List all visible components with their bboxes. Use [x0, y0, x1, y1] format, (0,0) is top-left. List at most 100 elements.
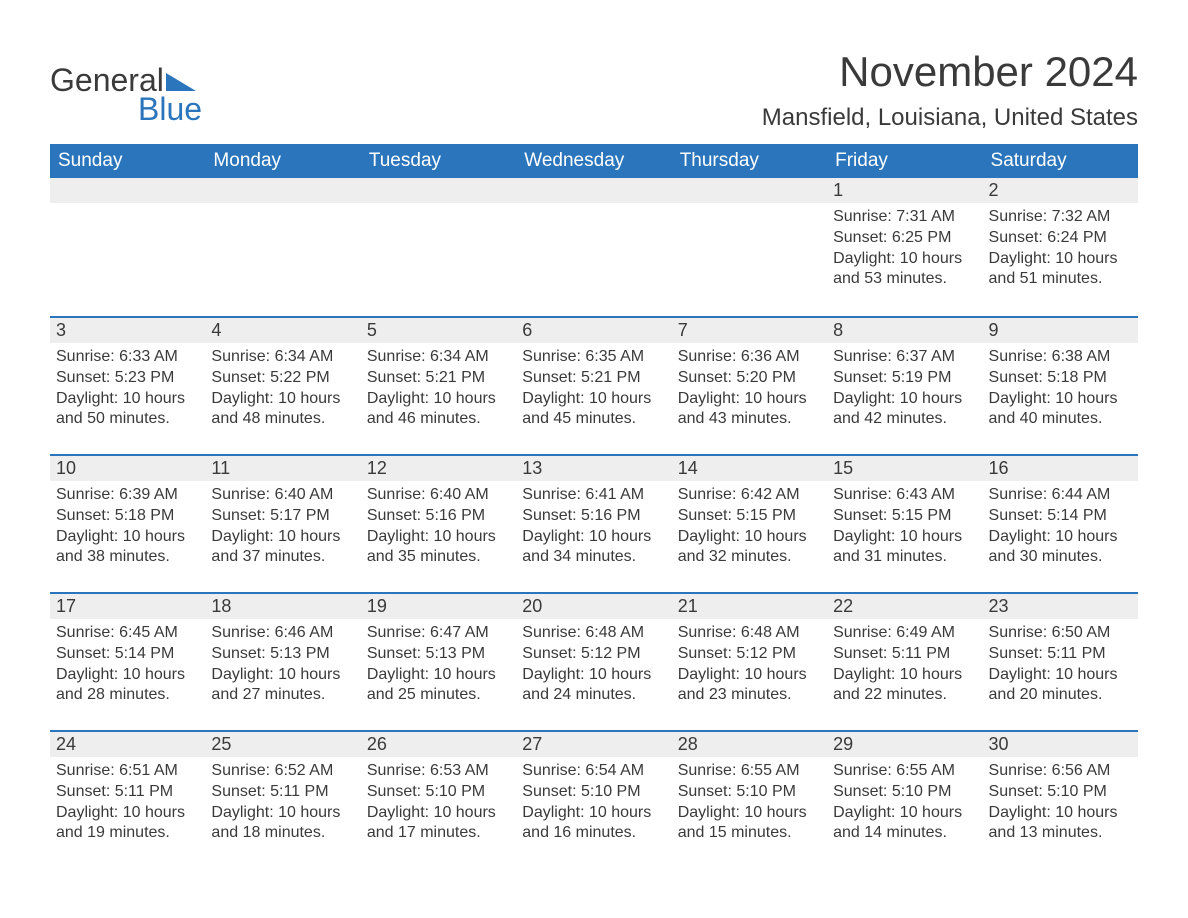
month-title: November 2024 [762, 48, 1138, 96]
calendar-day-cell: 14Sunrise: 6:42 AMSunset: 5:15 PMDayligh… [672, 454, 827, 592]
day-number-empty [205, 178, 360, 203]
sunset-text: Sunset: 5:14 PM [989, 506, 1132, 527]
day-number-empty [672, 178, 827, 203]
day-details: Sunrise: 6:40 AMSunset: 5:17 PMDaylight:… [205, 481, 360, 574]
day-number: 1 [827, 178, 982, 203]
daylight-text: Daylight: 10 hours and 18 minutes. [211, 803, 354, 845]
day-details: Sunrise: 6:41 AMSunset: 5:16 PMDaylight:… [516, 481, 671, 574]
day-number: 5 [361, 316, 516, 343]
sunrise-text: Sunrise: 6:46 AM [211, 623, 354, 644]
calendar-day-cell: 30Sunrise: 6:56 AMSunset: 5:10 PMDayligh… [983, 730, 1138, 868]
day-details: Sunrise: 6:36 AMSunset: 5:20 PMDaylight:… [672, 343, 827, 436]
daylight-text: Daylight: 10 hours and 23 minutes. [678, 665, 821, 707]
sunrise-text: Sunrise: 6:34 AM [367, 347, 510, 368]
calendar-day-cell: 12Sunrise: 6:40 AMSunset: 5:16 PMDayligh… [361, 454, 516, 592]
sunset-text: Sunset: 5:10 PM [833, 782, 976, 803]
daylight-text: Daylight: 10 hours and 28 minutes. [56, 665, 199, 707]
day-number: 18 [205, 592, 360, 619]
day-details: Sunrise: 6:35 AMSunset: 5:21 PMDaylight:… [516, 343, 671, 436]
daylight-text: Daylight: 10 hours and 40 minutes. [989, 389, 1132, 431]
daylight-text: Daylight: 10 hours and 30 minutes. [989, 527, 1132, 569]
daylight-text: Daylight: 10 hours and 51 minutes. [989, 249, 1132, 291]
day-number: 25 [205, 730, 360, 757]
day-header: Friday [827, 144, 982, 178]
day-details: Sunrise: 6:33 AMSunset: 5:23 PMDaylight:… [50, 343, 205, 436]
calendar-day-cell: 2Sunrise: 7:32 AMSunset: 6:24 PMDaylight… [983, 178, 1138, 316]
calendar-day-cell: 7Sunrise: 6:36 AMSunset: 5:20 PMDaylight… [672, 316, 827, 454]
sunset-text: Sunset: 5:10 PM [678, 782, 821, 803]
day-number: 6 [516, 316, 671, 343]
day-details: Sunrise: 6:49 AMSunset: 5:11 PMDaylight:… [827, 619, 982, 712]
daylight-text: Daylight: 10 hours and 20 minutes. [989, 665, 1132, 707]
day-number: 7 [672, 316, 827, 343]
day-details: Sunrise: 6:50 AMSunset: 5:11 PMDaylight:… [983, 619, 1138, 712]
daylight-text: Daylight: 10 hours and 14 minutes. [833, 803, 976, 845]
day-number: 23 [983, 592, 1138, 619]
sunrise-text: Sunrise: 6:42 AM [678, 485, 821, 506]
logo: General Blue [50, 62, 202, 128]
sunset-text: Sunset: 5:12 PM [522, 644, 665, 665]
day-number: 22 [827, 592, 982, 619]
calendar-day-cell: 18Sunrise: 6:46 AMSunset: 5:13 PMDayligh… [205, 592, 360, 730]
calendar-day-cell [361, 178, 516, 316]
sunrise-text: Sunrise: 6:35 AM [522, 347, 665, 368]
sunrise-text: Sunrise: 6:36 AM [678, 347, 821, 368]
daylight-text: Daylight: 10 hours and 24 minutes. [522, 665, 665, 707]
day-details: Sunrise: 6:46 AMSunset: 5:13 PMDaylight:… [205, 619, 360, 712]
day-details: Sunrise: 6:34 AMSunset: 5:21 PMDaylight:… [361, 343, 516, 436]
day-details: Sunrise: 6:51 AMSunset: 5:11 PMDaylight:… [50, 757, 205, 850]
sunrise-text: Sunrise: 6:34 AM [211, 347, 354, 368]
sunset-text: Sunset: 5:10 PM [522, 782, 665, 803]
daylight-text: Daylight: 10 hours and 32 minutes. [678, 527, 821, 569]
day-number: 27 [516, 730, 671, 757]
day-number: 8 [827, 316, 982, 343]
calendar-day-cell: 29Sunrise: 6:55 AMSunset: 5:10 PMDayligh… [827, 730, 982, 868]
sunset-text: Sunset: 5:21 PM [522, 368, 665, 389]
calendar-day-cell: 4Sunrise: 6:34 AMSunset: 5:22 PMDaylight… [205, 316, 360, 454]
day-number: 10 [50, 454, 205, 481]
sunset-text: Sunset: 5:18 PM [56, 506, 199, 527]
calendar-day-cell: 9Sunrise: 6:38 AMSunset: 5:18 PMDaylight… [983, 316, 1138, 454]
calendar-day-cell: 17Sunrise: 6:45 AMSunset: 5:14 PMDayligh… [50, 592, 205, 730]
daylight-text: Daylight: 10 hours and 53 minutes. [833, 249, 976, 291]
daylight-text: Daylight: 10 hours and 46 minutes. [367, 389, 510, 431]
sunset-text: Sunset: 5:10 PM [367, 782, 510, 803]
sunset-text: Sunset: 5:20 PM [678, 368, 821, 389]
day-details: Sunrise: 6:55 AMSunset: 5:10 PMDaylight:… [672, 757, 827, 850]
sunset-text: Sunset: 5:16 PM [522, 506, 665, 527]
daylight-text: Daylight: 10 hours and 31 minutes. [833, 527, 976, 569]
daylight-text: Daylight: 10 hours and 17 minutes. [367, 803, 510, 845]
calendar-day-cell: 27Sunrise: 6:54 AMSunset: 5:10 PMDayligh… [516, 730, 671, 868]
day-details: Sunrise: 6:54 AMSunset: 5:10 PMDaylight:… [516, 757, 671, 850]
sunset-text: Sunset: 5:13 PM [367, 644, 510, 665]
sunrise-text: Sunrise: 6:48 AM [522, 623, 665, 644]
day-details: Sunrise: 6:48 AMSunset: 5:12 PMDaylight:… [516, 619, 671, 712]
daylight-text: Daylight: 10 hours and 38 minutes. [56, 527, 199, 569]
day-number: 24 [50, 730, 205, 757]
header: General Blue November 2024 Mansfield, Lo… [50, 48, 1138, 132]
calendar-day-cell [672, 178, 827, 316]
sunrise-text: Sunrise: 6:45 AM [56, 623, 199, 644]
daylight-text: Daylight: 10 hours and 42 minutes. [833, 389, 976, 431]
day-number: 20 [516, 592, 671, 619]
sunrise-text: Sunrise: 6:38 AM [989, 347, 1132, 368]
sunset-text: Sunset: 5:11 PM [833, 644, 976, 665]
calendar-day-cell: 22Sunrise: 6:49 AMSunset: 5:11 PMDayligh… [827, 592, 982, 730]
day-header: Thursday [672, 144, 827, 178]
day-details: Sunrise: 6:34 AMSunset: 5:22 PMDaylight:… [205, 343, 360, 436]
calendar-day-cell: 11Sunrise: 6:40 AMSunset: 5:17 PMDayligh… [205, 454, 360, 592]
day-header: Sunday [50, 144, 205, 178]
day-details: Sunrise: 6:56 AMSunset: 5:10 PMDaylight:… [983, 757, 1138, 850]
calendar-week: 10Sunrise: 6:39 AMSunset: 5:18 PMDayligh… [50, 454, 1138, 592]
sunset-text: Sunset: 5:23 PM [56, 368, 199, 389]
sunrise-text: Sunrise: 6:40 AM [367, 485, 510, 506]
calendar-week: 24Sunrise: 6:51 AMSunset: 5:11 PMDayligh… [50, 730, 1138, 868]
day-header: Tuesday [361, 144, 516, 178]
sunrise-text: Sunrise: 6:44 AM [989, 485, 1132, 506]
calendar-day-cell: 19Sunrise: 6:47 AMSunset: 5:13 PMDayligh… [361, 592, 516, 730]
sunrise-text: Sunrise: 6:33 AM [56, 347, 199, 368]
day-details: Sunrise: 6:52 AMSunset: 5:11 PMDaylight:… [205, 757, 360, 850]
sunset-text: Sunset: 5:22 PM [211, 368, 354, 389]
sunset-text: Sunset: 5:15 PM [833, 506, 976, 527]
sunset-text: Sunset: 5:17 PM [211, 506, 354, 527]
